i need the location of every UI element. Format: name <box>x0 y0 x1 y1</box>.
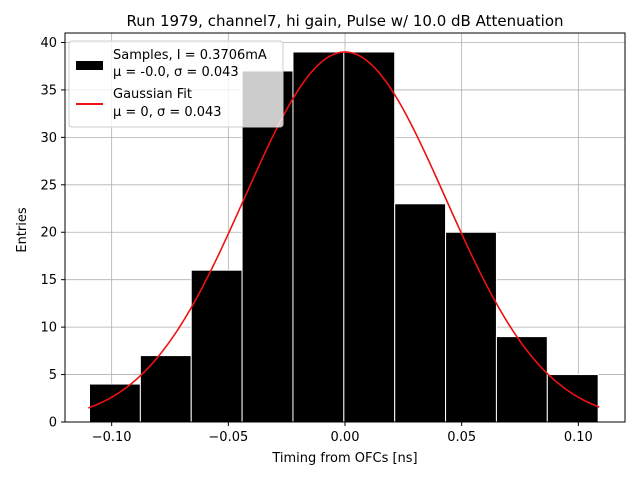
y-tick-label-3: 15 <box>40 273 57 288</box>
legend: Samples, I = 0.3706mA μ = -0.0, σ = 0.04… <box>68 40 284 128</box>
histogram-bar-5 <box>343 51 396 423</box>
legend-fit-label-line2: μ = 0, σ = 0.043 <box>113 105 222 120</box>
histogram-bars <box>89 51 599 423</box>
histogram-bar-4 <box>292 51 345 423</box>
y-tick-label-6: 30 <box>40 131 57 146</box>
histogram-bar-2 <box>190 269 243 423</box>
histogram-bar-9 <box>546 374 599 423</box>
legend-fit-label-line1: Gaussian Fit <box>113 87 192 102</box>
y-axis-label: Entries <box>15 207 30 253</box>
gaussian-fit-curve <box>88 51 600 409</box>
histogram-bar-8 <box>495 336 548 423</box>
histogram-bar-1 <box>139 355 192 423</box>
x-axis-label: Timing from OFCs [ns] <box>271 451 417 466</box>
y-tick-label-7: 35 <box>40 83 57 98</box>
chart-title: Run 1979, channel7, hi gain, Pulse w/ 10… <box>126 12 563 30</box>
y-tick-label-1: 5 <box>49 368 57 383</box>
x-tick-label-3: 0.05 <box>447 430 476 445</box>
x-tick-label-4: 0.10 <box>564 430 593 445</box>
y-tick-label-8: 40 <box>40 36 57 51</box>
y-tick-label-0: 0 <box>49 416 57 431</box>
y-axis-ticks: 0 5 10 15 20 25 30 35 40 <box>40 36 65 431</box>
legend-samples-swatch <box>76 61 103 70</box>
x-tick-label-2: 0.00 <box>331 430 360 445</box>
histogram-bar-6 <box>394 203 447 423</box>
x-tick-label-0: −0.10 <box>92 430 132 445</box>
legend-samples-label-line2: μ = -0.0, σ = 0.043 <box>113 65 239 80</box>
legend-samples-label-line1: Samples, I = 0.3706mA <box>113 48 267 63</box>
x-tick-label-1: −0.05 <box>208 430 248 445</box>
x-axis-ticks: −0.10 −0.05 0.00 0.05 0.10 <box>92 422 593 445</box>
y-tick-label-5: 25 <box>40 178 57 193</box>
histogram-bar-7 <box>445 231 497 423</box>
gaussian-fit <box>88 51 600 409</box>
histogram-bar-0 <box>89 383 141 423</box>
y-tick-label-2: 10 <box>40 321 57 336</box>
legend-box <box>68 40 284 128</box>
y-tick-label-4: 20 <box>40 226 57 241</box>
